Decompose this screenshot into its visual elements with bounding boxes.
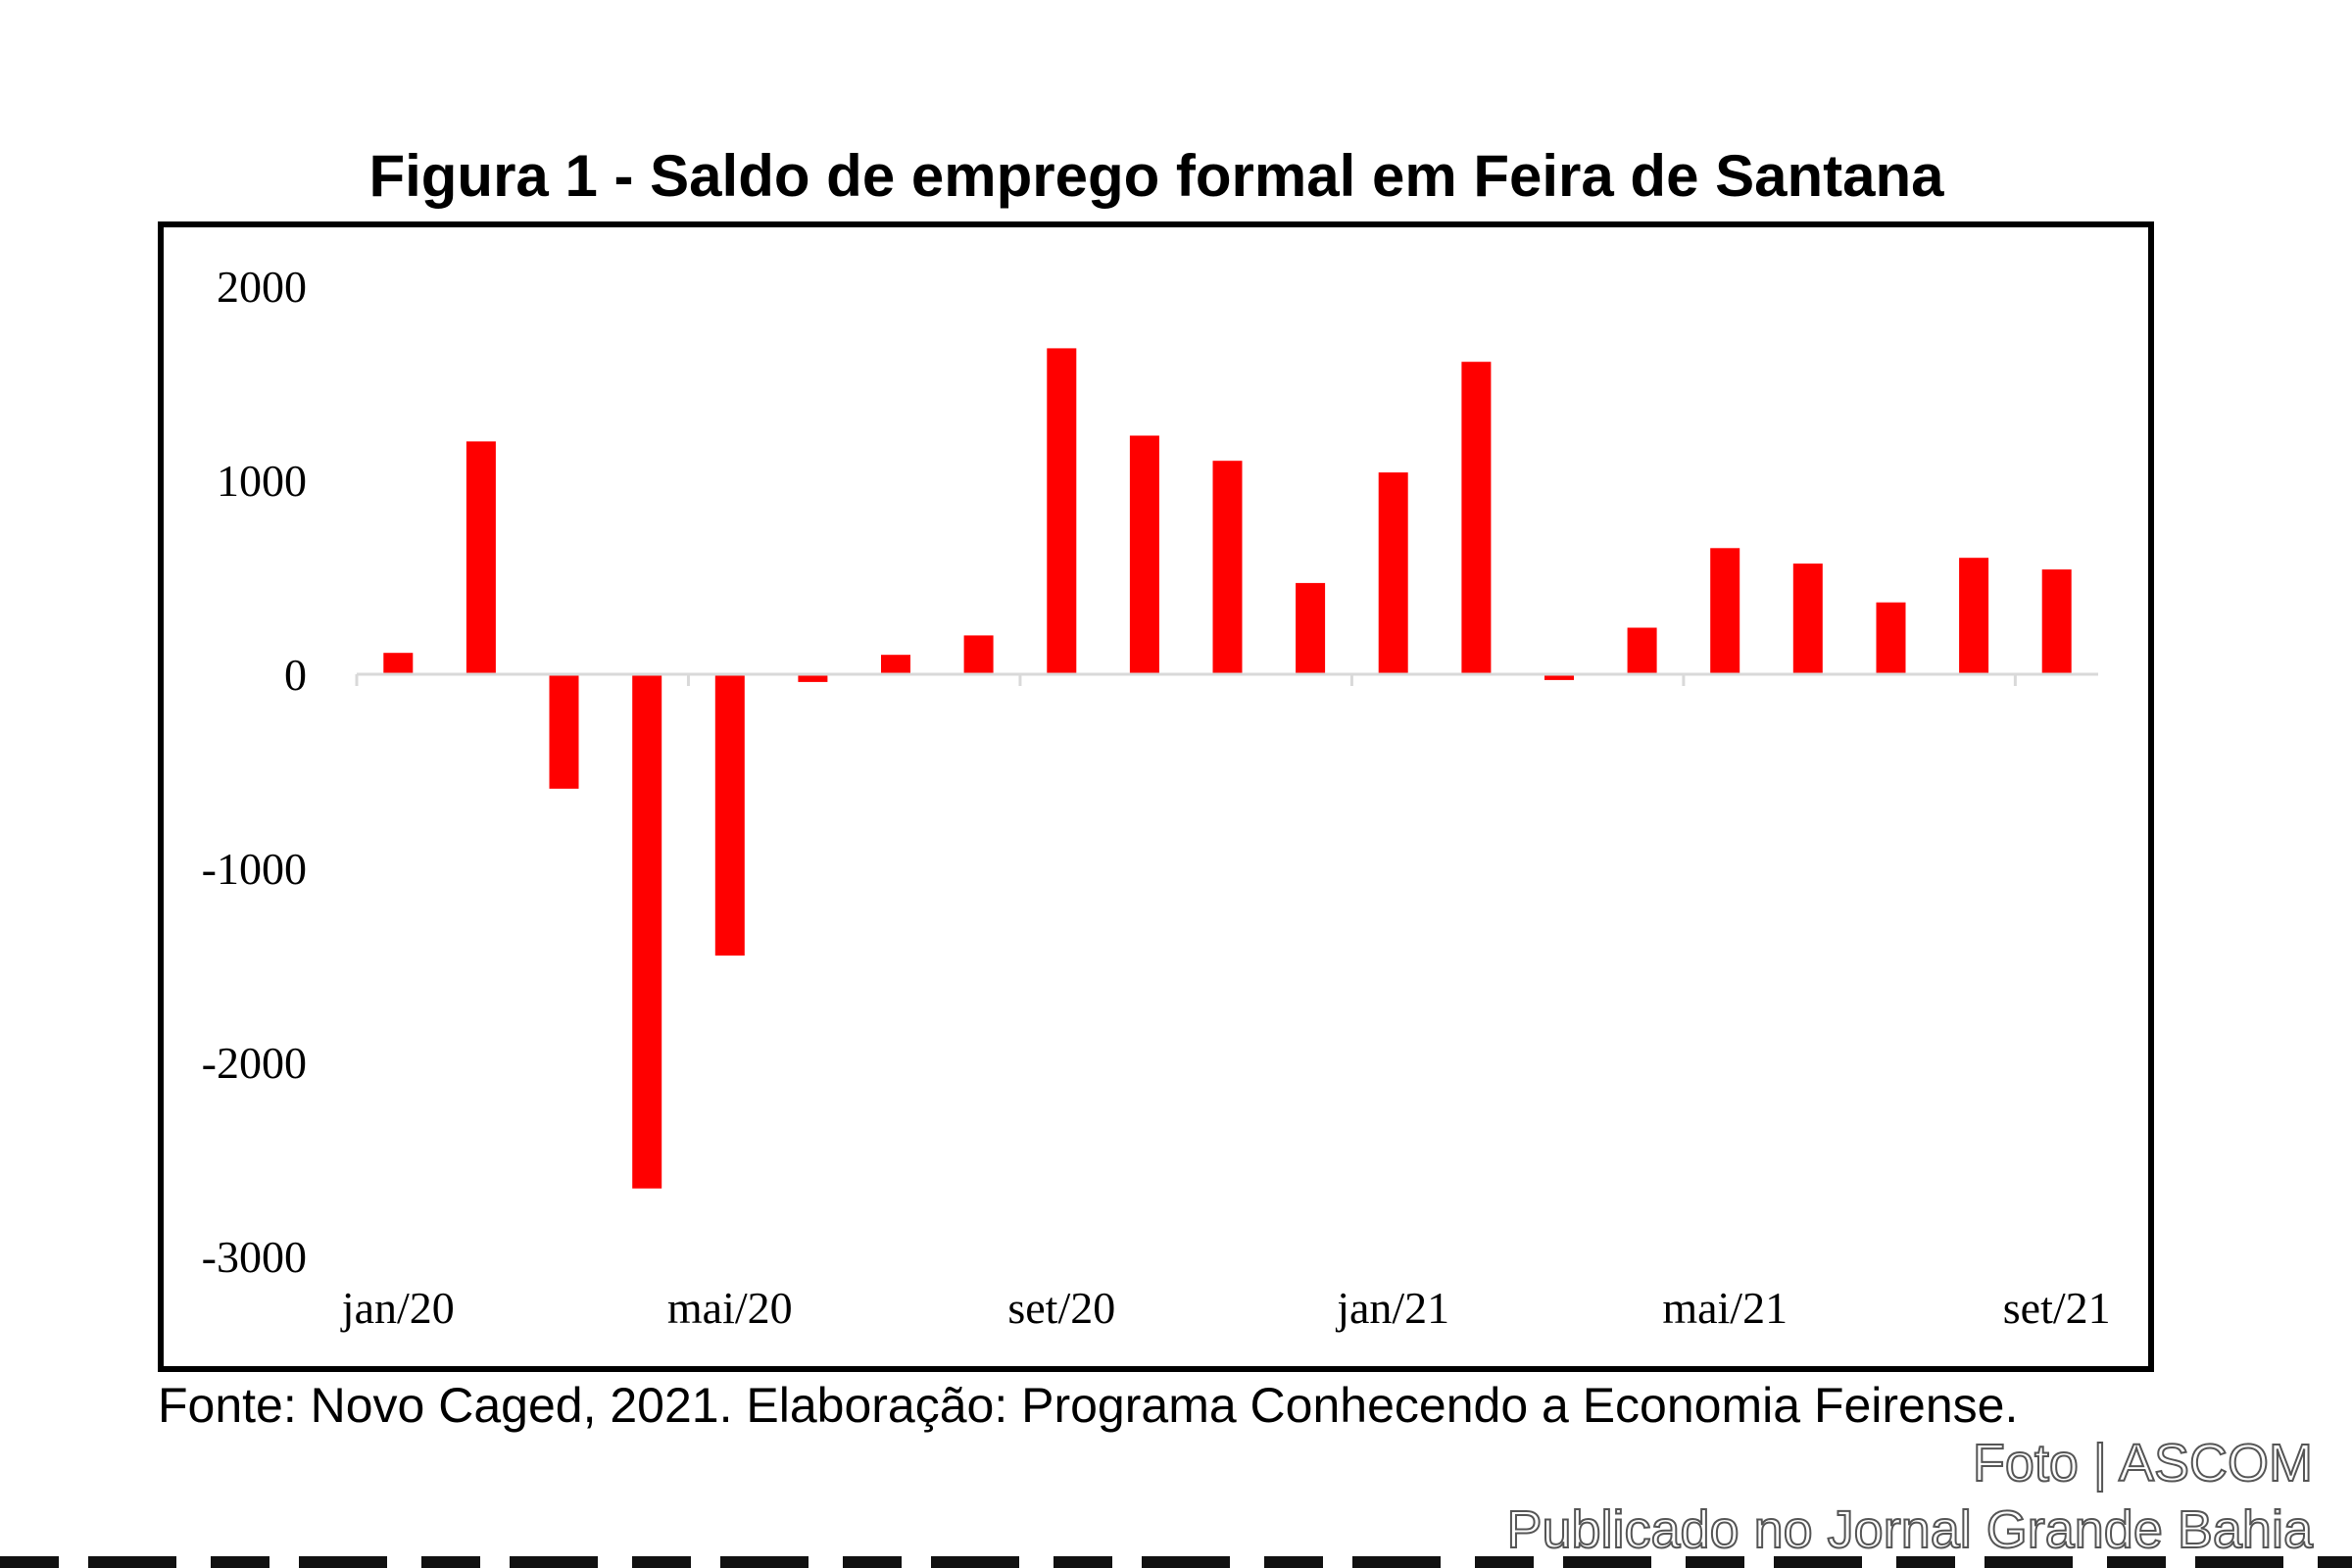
x-tick-label: jan/20	[340, 1283, 455, 1333]
bar-jul/20	[881, 655, 910, 674]
bar-abr/20	[632, 674, 662, 1189]
bar-jan/21	[1378, 472, 1408, 674]
x-tick-label: mai/20	[667, 1283, 793, 1333]
bar-ago/21	[1959, 558, 1989, 674]
source-caption: Fonte: Novo Caged, 2021. Elaboração: Pro…	[158, 1378, 2019, 1433]
y-tick-label: 1000	[217, 456, 307, 506]
bar-mai/20	[714, 674, 745, 956]
photo-credit-watermark: Foto | ASCOM	[1972, 1433, 2314, 1494]
y-tick-label: 2000	[217, 262, 307, 312]
bar-jul/21	[1876, 602, 1906, 674]
chart-title: Figura 1 - Saldo de emprego formal em Fe…	[368, 143, 1944, 209]
y-tick-label: -2000	[202, 1038, 307, 1088]
y-tick-label: -3000	[202, 1232, 307, 1282]
bar-jun/21	[1792, 564, 1823, 674]
bar-fev/21	[1461, 362, 1492, 674]
bar-jun/20	[798, 674, 828, 682]
bar-abr/21	[1627, 627, 1657, 674]
bar-ago/20	[963, 635, 994, 674]
x-tick-label: mai/21	[1662, 1283, 1788, 1333]
y-tick-label: 0	[284, 650, 307, 700]
bar-mar/21	[1544, 674, 1574, 680]
publisher-watermark: Publicado no Jornal Grande Bahia	[1505, 1499, 2314, 1560]
bar-mai/21	[1710, 548, 1740, 674]
bar-set/20	[1047, 348, 1077, 674]
bar-set/21	[2041, 569, 2072, 674]
chart-frame: 2000 1000 0 -1000 -2000 -3000 jan/20 mai/20 set/…	[158, 221, 2154, 1372]
bar-jan/20	[383, 653, 414, 674]
bar-dez/20	[1296, 582, 1326, 674]
bar-out/20	[1129, 435, 1159, 674]
y-tick-label: -1000	[202, 844, 307, 894]
x-tick-label: set/21	[2003, 1283, 2111, 1333]
x-tick-label: jan/21	[1335, 1283, 1449, 1333]
cut-off-text-line	[0, 1556, 2352, 1568]
bar-fev/20	[466, 441, 496, 674]
bar-nov/20	[1212, 461, 1243, 674]
bar-chart: 2000 1000 0 -1000 -2000 -3000 jan/20 mai/20 set/…	[202, 262, 2111, 1333]
bar-mar/20	[549, 674, 579, 789]
x-tick-label: set/20	[1007, 1283, 1115, 1333]
